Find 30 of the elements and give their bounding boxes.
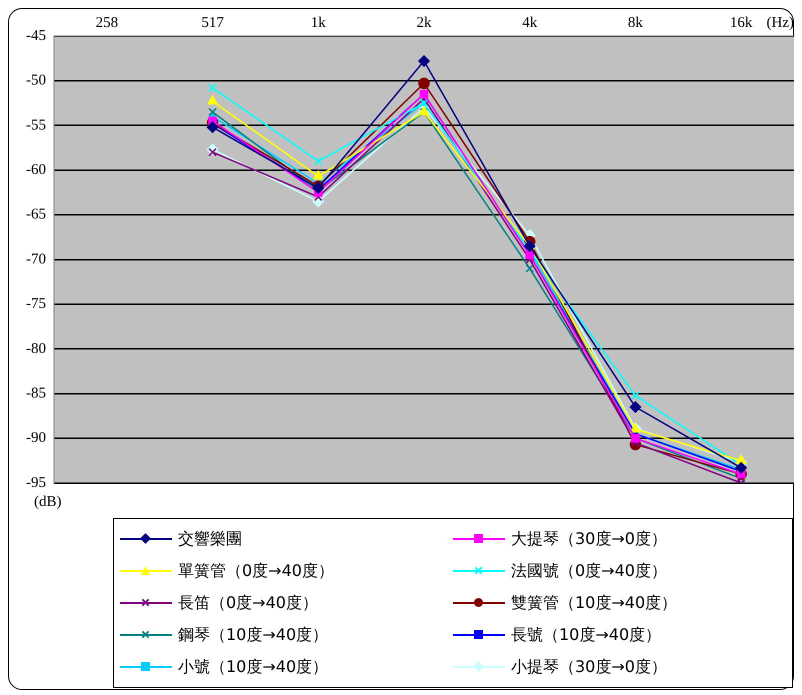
x-tick-label: 2k: [416, 14, 432, 31]
x-tick-label: 517: [201, 14, 224, 31]
y-tick-label: -65: [26, 206, 46, 223]
legend-label: 長笛（0度→40度）: [178, 592, 318, 614]
y-tick-label: -55: [26, 117, 46, 134]
legend-label: 單簧管（0度→40度）: [178, 560, 334, 582]
y-tick-label: -80: [26, 340, 46, 357]
x-tick-label: 1k: [310, 14, 326, 31]
legend-label: 小提琴（30度→0度）: [511, 656, 667, 678]
x-axis-title: (Hz): [766, 14, 794, 31]
legend-label: 長號（10度→40度）: [511, 624, 662, 646]
legend-label: 小號（10度→40度）: [178, 656, 328, 678]
y-tick-label: -95: [26, 474, 46, 491]
x-tick-label: 4k: [522, 14, 538, 31]
legend-label: 交響樂團: [178, 528, 242, 550]
y-tick-label: -90: [26, 430, 46, 446]
y-tick-label: -50: [26, 72, 46, 89]
y-axis-title: (dB): [34, 494, 62, 511]
x-tick-label: 258: [96, 14, 118, 31]
y-tick-label: -70: [26, 251, 46, 268]
x-tick-label: 8k: [628, 14, 644, 31]
legend-label: 法國號（0度→40度）: [511, 560, 667, 582]
x-tick-label: 16k: [730, 14, 753, 31]
legend-label: 雙簧管（10度→40度）: [511, 592, 678, 614]
y-tick-label: -60: [26, 162, 46, 178]
legend-label: 鋼琴（10度→40度）: [178, 624, 328, 646]
y-tick-label: -75: [26, 296, 46, 312]
legend-label: 大提琴（30度→0度）: [511, 528, 667, 550]
y-tick-label: -45: [26, 28, 46, 44]
y-tick-label: -85: [26, 386, 46, 402]
